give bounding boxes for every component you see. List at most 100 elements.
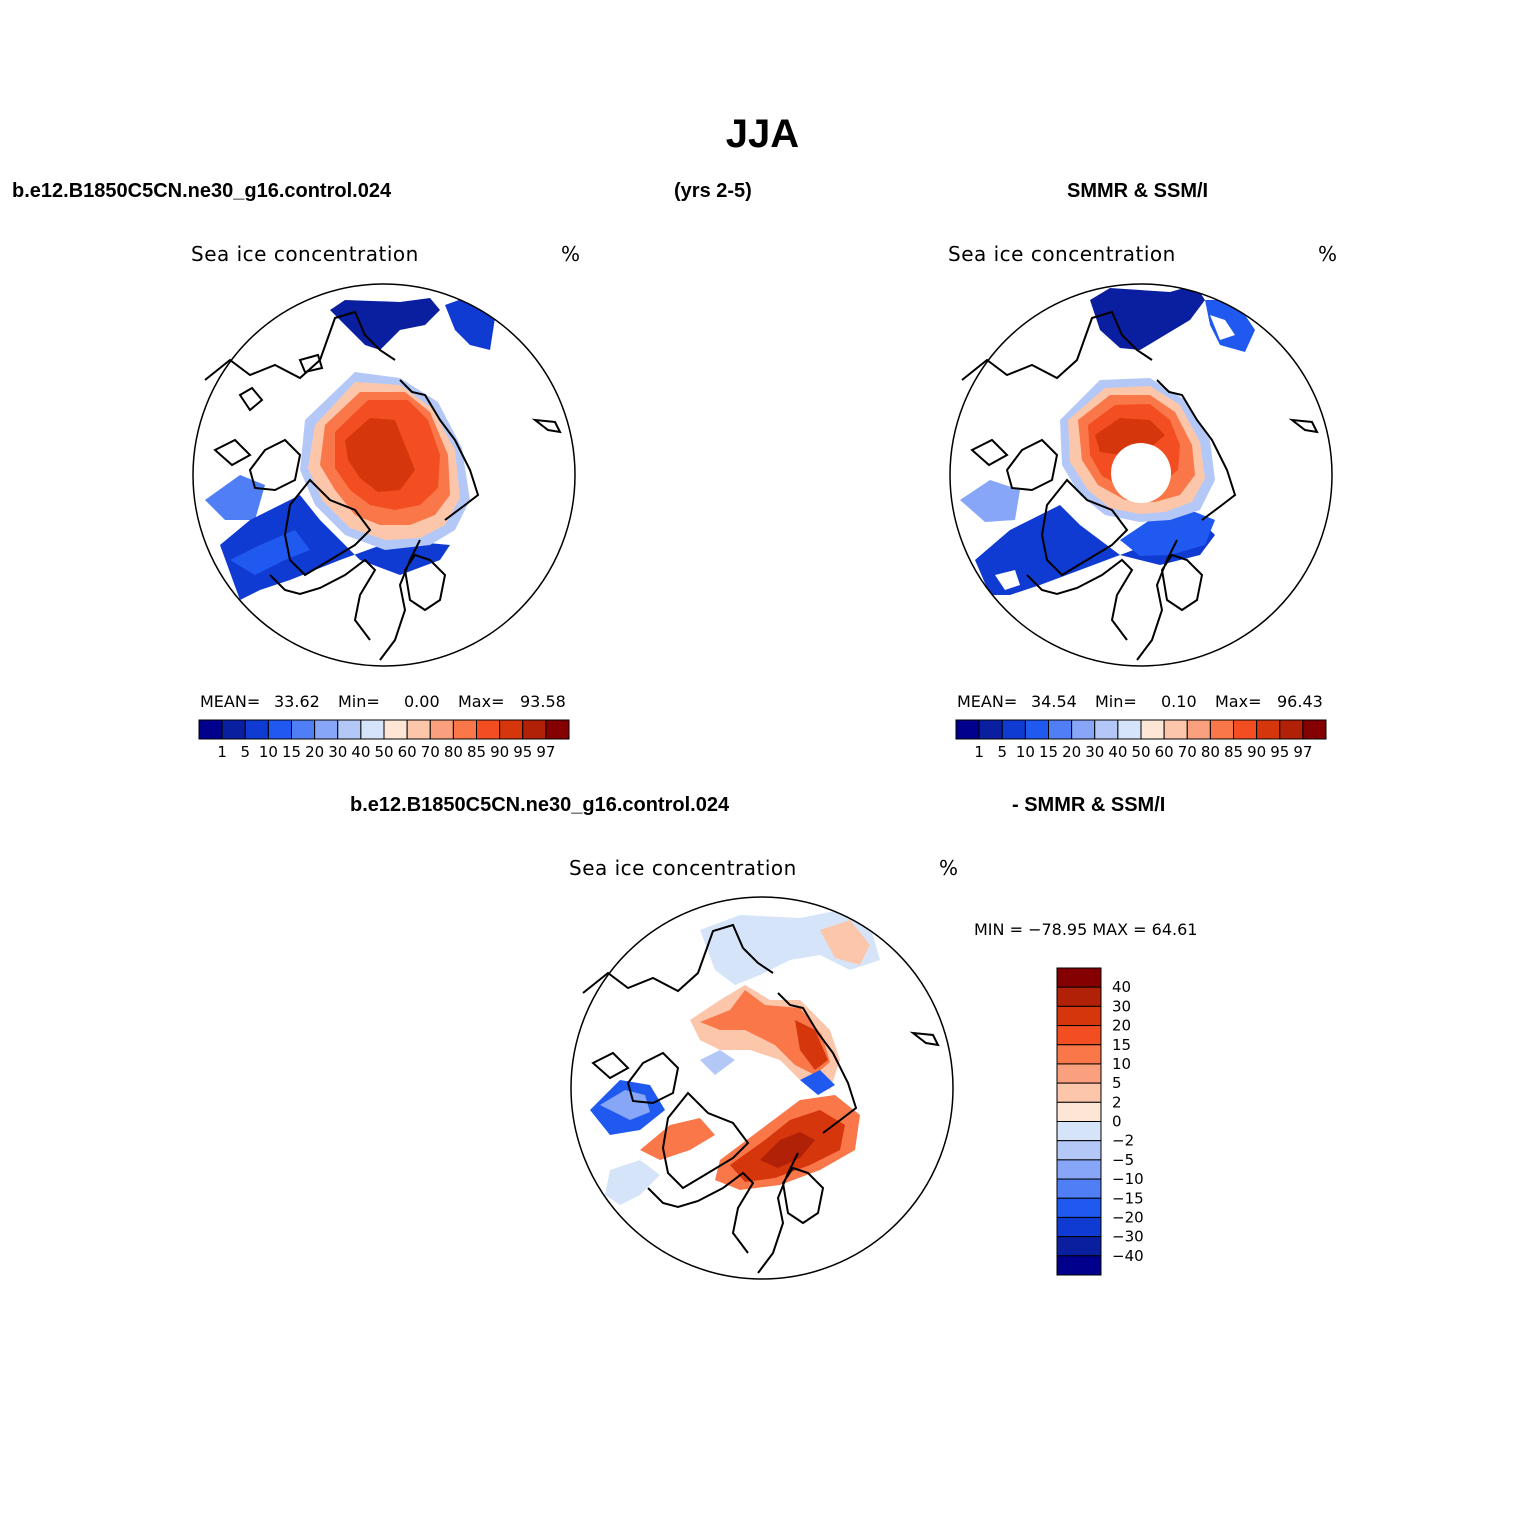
colorbar-model-tick-label: 40	[351, 743, 370, 761]
panel-model-variable: Sea ice concentration	[191, 242, 419, 266]
diff-header-model-case: b.e12.B1850C5CN.ne30_g16.control.024	[350, 794, 730, 816]
colorbar-model-tick-label: 15	[282, 743, 301, 761]
colorbar-model-tick-label: 20	[305, 743, 324, 761]
colorbar-model-tick-label: 85	[467, 743, 486, 761]
colorbar-obs-swatch	[1024, 719, 1049, 740]
colorbar-diff-swatch	[1056, 1101, 1102, 1122]
colorbar-model-swatch	[337, 719, 362, 740]
colorbar-diff-tick-label: −5	[1112, 1151, 1134, 1169]
colorbar-obs-tick-label: 80	[1201, 743, 1220, 761]
model-mean-label: MEAN=	[200, 692, 261, 711]
colorbar-obs-tick-label: 1	[974, 743, 984, 761]
colorbar-diff-tick-label: −20	[1112, 1208, 1144, 1226]
colorbar-obs-swatch	[978, 719, 1003, 740]
colorbar-diff-swatch	[1056, 1025, 1102, 1046]
colorbar-diff-swatch	[1056, 1197, 1102, 1218]
colorbar-diff-tick-label: −2	[1112, 1132, 1134, 1150]
colorbar-obs-swatch	[1279, 719, 1304, 740]
model-max-value: 93.58	[520, 692, 566, 711]
colorbar-obs-tick-label: 50	[1131, 743, 1150, 761]
colorbar-diff-tick-label: −30	[1112, 1228, 1144, 1246]
colorbar-obs-swatch	[1163, 719, 1188, 740]
colorbar-model-swatch	[499, 719, 524, 740]
colorbar-diff-tick-label: 5	[1112, 1074, 1122, 1092]
colorbar-obs-swatch	[1071, 719, 1096, 740]
colorbar-model-tick-label: 10	[259, 743, 278, 761]
colorbar-model-tick-label: 30	[328, 743, 347, 761]
colorbar-obs-tick-label: 90	[1247, 743, 1266, 761]
colorbar-diff-tick-label: 20	[1112, 1017, 1131, 1035]
model-min-value: 0.00	[404, 692, 440, 711]
colorbar-model-swatch	[406, 719, 431, 740]
colorbar-model-swatch	[522, 719, 547, 740]
panel-diff-variable: Sea ice concentration	[569, 856, 797, 880]
header-model-case: b.e12.B1850C5CN.ne30_g16.control.024	[12, 180, 392, 202]
colorbar-diff-swatch	[1056, 967, 1102, 988]
colorbar-model-tick-label: 80	[444, 743, 463, 761]
header-years: (yrs 2-5)	[674, 180, 752, 202]
obs-min-value: 0.10	[1161, 692, 1197, 711]
figure-title: JJA	[725, 112, 800, 156]
colorbar-model: 1 5 10 15 20 30 40 50 60 70 80 85 90 95 97	[198, 719, 570, 761]
map-model	[192, 283, 576, 667]
colorbar-model-tick-label: 50	[374, 743, 393, 761]
colorbar-diff-swatch	[1056, 1044, 1102, 1065]
colorbar-obs-swatch	[955, 719, 980, 740]
header-obs: SMMR & SSM/I	[1067, 180, 1209, 202]
colorbar-model-swatch	[360, 719, 385, 740]
obs-max-label: Max=	[1215, 692, 1262, 711]
colorbar-model-tick-label: 70	[421, 743, 440, 761]
colorbar-model-swatch	[452, 719, 477, 740]
colorbar-obs-swatch	[1256, 719, 1281, 740]
colorbar-model-tick-label: 90	[490, 743, 509, 761]
diff-header-obs: - SMMR & SSM/I	[1012, 794, 1166, 816]
model-mean-value: 33.62	[274, 692, 320, 711]
pole-hole-diff	[732, 1056, 792, 1116]
colorbar-model-tick-label: 95	[513, 743, 532, 761]
colorbar-obs-tick-label: 95	[1270, 743, 1289, 761]
colorbar-obs-tick-label: 40	[1108, 743, 1127, 761]
obs-max-value: 96.43	[1277, 692, 1323, 711]
colorbar-diff-tick-label: 30	[1112, 997, 1131, 1015]
colorbar-diff-swatch	[1056, 1005, 1102, 1027]
colorbar-model-swatch	[198, 719, 223, 740]
colorbar-obs-swatch	[1233, 719, 1258, 740]
map-diff-boundary	[570, 896, 954, 1280]
colorbar-obs-tick-label: 20	[1062, 743, 1081, 761]
colorbar-diff-swatch	[1056, 1140, 1102, 1161]
colorbar-obs-swatch	[1117, 719, 1142, 740]
colorbar-model-tick-label: 97	[536, 743, 555, 761]
colorbar-diff-tick-label: 15	[1112, 1036, 1131, 1054]
colorbar-model-swatch	[429, 719, 454, 740]
colorbar-obs-swatch	[1140, 719, 1165, 740]
colorbar-obs-swatch	[1302, 719, 1327, 740]
colorbar-diff-swatch	[1056, 986, 1102, 1007]
panel-diff-units: %	[939, 856, 959, 880]
colorbar-model-swatch	[291, 719, 316, 740]
colorbar-model-swatch	[545, 719, 570, 740]
colorbar-diff-tick-label: 10	[1112, 1055, 1131, 1073]
colorbar-model-tick-label: 5	[240, 743, 250, 761]
colorbar-model-swatch	[244, 719, 269, 740]
colorbar-obs-tick-label: 85	[1224, 743, 1243, 761]
map-obs	[949, 283, 1333, 667]
colorbar-obs-tick-label: 10	[1016, 743, 1035, 761]
colorbar-diff-tick-label: −15	[1112, 1189, 1144, 1207]
colorbar-obs-tick-label: 60	[1155, 743, 1174, 761]
colorbar-diff-swatch	[1056, 1216, 1102, 1238]
model-min-label: Min=	[338, 692, 380, 711]
colorbar-obs-swatch	[1209, 719, 1234, 740]
colorbar-model-swatch	[476, 719, 501, 740]
colorbar-model-swatch	[383, 719, 408, 740]
colorbar-obs-tick-label: 70	[1178, 743, 1197, 761]
colorbar-obs-tick-label: 15	[1039, 743, 1058, 761]
colorbar-diff-tick-label: 2	[1112, 1093, 1122, 1111]
colorbar-diff-swatch	[1056, 1121, 1102, 1142]
panel-obs-units: %	[1318, 242, 1338, 266]
colorbar-diff-tick-label: −10	[1112, 1170, 1144, 1188]
colorbar-obs-tick-label: 30	[1085, 743, 1104, 761]
colorbar-diff-swatch	[1056, 1236, 1102, 1257]
colorbar-model-tick-label: 60	[398, 743, 417, 761]
